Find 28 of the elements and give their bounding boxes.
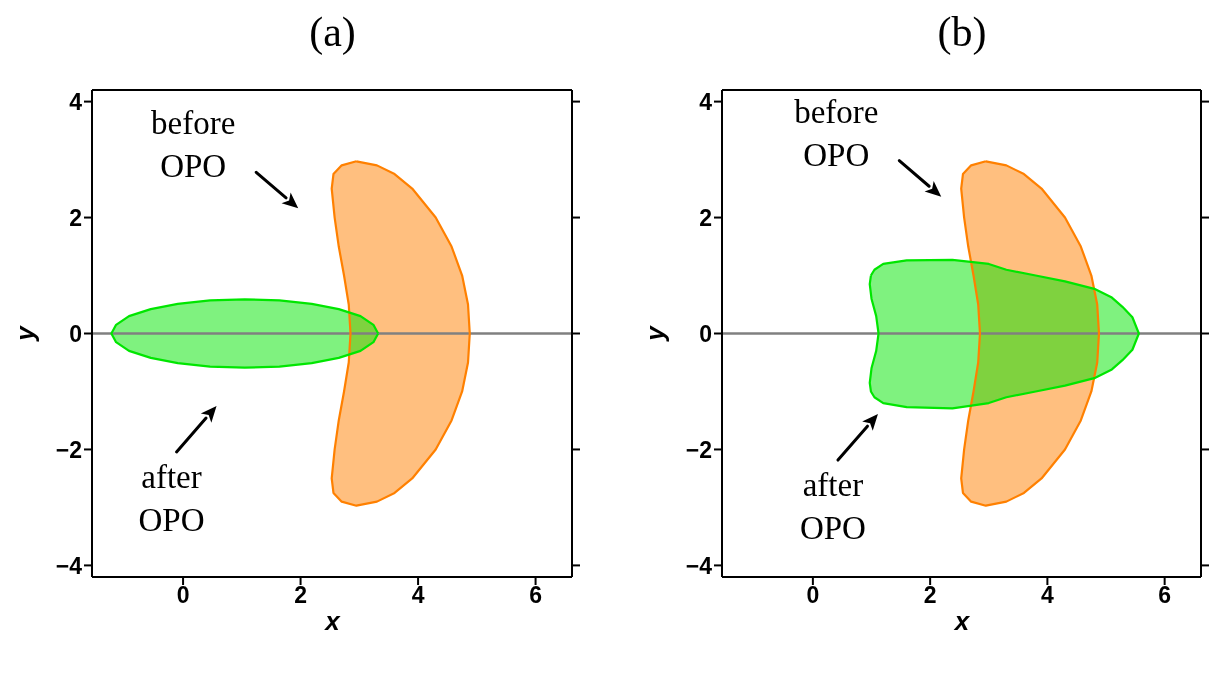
y-tick-label: 0 — [699, 320, 712, 347]
annotation: before OPO — [794, 93, 879, 173]
x-tick-label: 6 — [1158, 582, 1172, 609]
x-tick-label: 6 — [529, 582, 542, 609]
x-axis-title: x — [954, 606, 970, 636]
x-tick-label: 4 — [1040, 582, 1054, 609]
x-axis-title: x — [325, 606, 340, 636]
x-tick-label: 2 — [923, 582, 937, 609]
y-tick-label: 2 — [699, 204, 712, 231]
annotation: after OPO — [799, 467, 866, 547]
x-tick-label: 4 — [411, 582, 425, 609]
y-tick-label: 2 — [69, 204, 82, 231]
y-axis-title: y — [9, 324, 41, 344]
x-tick-label: 2 — [294, 582, 307, 609]
y-tick-label: 4 — [699, 88, 713, 115]
annotation: after OPO — [138, 458, 205, 538]
chart-title: (a) — [308, 8, 357, 56]
y-tick-label: −4 — [685, 552, 713, 579]
y-tick-label: 4 — [69, 88, 83, 115]
y-tick-label: −2 — [685, 436, 712, 463]
y-axis-title: y — [639, 324, 671, 344]
x-tick-label: 0 — [806, 582, 820, 609]
annotation: before OPO — [151, 105, 236, 185]
x-tick-label: 0 — [176, 582, 190, 609]
chart-title: (b) — [936, 8, 988, 56]
y-tick-label: −4 — [55, 552, 83, 579]
y-tick-label: −2 — [55, 436, 82, 463]
y-tick-label: 0 — [69, 320, 82, 347]
